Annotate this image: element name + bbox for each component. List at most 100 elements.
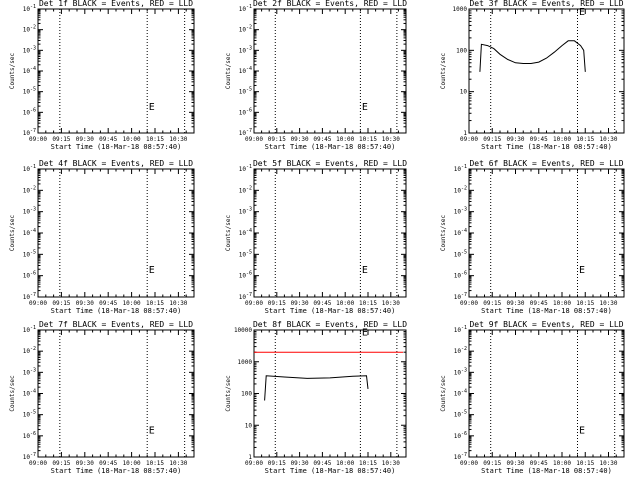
x-tick-label: 09:45 [530,300,548,307]
x-tick-label: 10:15 [576,300,594,307]
panel-det-2: Det 2f BLACK = Events, RED = LLD 10-7 10-6… [225,0,407,151]
y-axis-label: Counts/sec [440,53,447,90]
panel-title: Det 9f BLACK = Events, RED = LLD [469,320,623,329]
y-tick-label: 10-4 [23,228,36,237]
y-tick-label: 10-3 [23,367,36,376]
x-axis-label: Start Time (18-Mar-18 08:57:40) [481,467,612,475]
y-tick-label: 10-2 [239,185,252,194]
y-axis-label: Counts/sec [440,215,447,252]
y-tick-label: 10-4 [239,66,252,75]
x-tick-label: 09:00 [460,136,478,143]
x-tick-label: 10:15 [359,460,377,467]
x-tick-label: 10:15 [576,460,594,467]
x-tick-label: 09:15 [483,300,501,307]
y-tick-label: 10-5 [454,410,467,419]
y-tick-label: 10-5 [23,87,36,96]
y-tick-label: 10-2 [23,185,36,194]
event-marker-label: E [579,7,585,18]
x-tick-label: 09:45 [313,300,331,307]
x-axis-label: Start Time (18-Mar-18 08:57:40) [265,143,396,151]
y-tick-label: 10-5 [23,249,36,258]
plot-frame [37,8,195,134]
y-tick-label: 10-4 [23,389,36,398]
x-tick-label: 10:30 [382,136,400,143]
y-tick-label: 1000 [453,6,468,13]
y-tick-label: 10-1 [454,325,467,334]
y-tick-label: 10-2 [454,185,467,194]
x-tick-label: 09:15 [268,136,286,143]
x-tick-label: 09:30 [76,300,94,307]
y-tick-label: 10-7 [454,452,467,461]
y-tick-label: 10-2 [454,346,467,355]
y-axis-label: Counts/sec [440,375,447,412]
y-tick-label: 10-4 [239,228,252,237]
x-tick-label: 10:00 [123,136,141,143]
y-tick-label: 10-2 [23,346,36,355]
panel-title: Det 2f BLACK = Events, RED = LLD [253,0,407,8]
y-tick-label: 10-4 [23,66,36,75]
y-tick-label: 10-6 [454,271,467,280]
y-axis-label: Counts/sec [9,215,16,252]
event-marker-label: E [149,265,155,276]
panel-det-7: Det 7f BLACK = Events, RED = LLD 10-7 10-6… [9,320,195,475]
x-axis-label: Start Time (18-Mar-18 08:57:40) [481,307,612,315]
panel-title: Det 8f BLACK = Events, RED = LLD [253,320,407,329]
x-tick-label: 10:30 [599,136,617,143]
y-tick-label: 10-3 [454,207,467,216]
x-tick-label: 10:15 [359,136,377,143]
x-tick-label: 10:30 [382,300,400,307]
plot-frame [253,329,407,458]
x-tick-label: 09:30 [291,136,309,143]
y-tick-label: 10 [245,422,253,429]
x-axis-label: Start Time (18-Mar-18 08:57:40) [265,307,396,315]
y-tick-label: 10-7 [239,292,252,301]
y-axis-label: Counts/sec [225,375,232,412]
x-tick-label: 09:00 [460,300,478,307]
x-tick-label: 10:15 [146,460,164,467]
y-tick-label: 10-3 [454,367,467,376]
series-line [479,40,586,72]
x-tick-label: 10:30 [169,136,187,143]
series-line [264,375,369,401]
panel-det-8: Det 8f BLACK = Events, RED = LLD 1 10 100 10… [225,320,407,475]
y-tick-label: 10-5 [239,249,252,258]
y-tick-label: 10-2 [23,25,36,34]
plot-frame [468,168,625,298]
y-tick-label: 10-3 [239,45,252,54]
x-tick-label: 09:00 [245,136,263,143]
panel-title: Det 3f BLACK = Events, RED = LLD [469,0,623,8]
x-tick-label: 10:15 [359,300,377,307]
x-tick-label: 09:45 [99,136,117,143]
x-tick-label: 09:45 [530,136,548,143]
x-tick-label: 09:15 [268,460,286,467]
y-tick-label: 10-2 [239,25,252,34]
panel-det-9: Det 9f BLACK = Events, RED = LLD 10-7 10-6… [440,320,625,475]
x-tick-label: 09:30 [76,460,94,467]
panel-det-6: Det 6f BLACK = Events, RED = LLD 10-7 10-6… [440,159,625,315]
event-marker-label: E [579,425,585,436]
x-axis-label: Start Time (18-Mar-18 08:57:40) [51,143,182,151]
x-tick-label: 10:30 [169,300,187,307]
event-marker-label: E [362,327,368,338]
y-tick-label: 10-1 [454,164,467,173]
panel-det-1: Det 1f BLACK = Events, RED = LLD 10-7 10-6… [9,0,195,151]
x-tick-label: 09:45 [99,460,117,467]
y-tick-label: 10 [460,89,468,96]
x-tick-label: 10:00 [336,136,354,143]
x-tick-label: 09:00 [29,460,47,467]
event-marker-label: E [362,265,368,276]
panel-det-4: Det 4f BLACK = Events, RED = LLD 10-7 10-6… [9,159,195,315]
y-tick-label: 10-6 [23,431,36,440]
plot-frame [37,168,195,298]
x-tick-label: 09:30 [506,300,524,307]
y-tick-label: 10-3 [23,207,36,216]
y-tick-label: 10-4 [454,228,467,237]
y-tick-label: 10-7 [23,452,36,461]
event-marker-label: E [579,265,585,276]
y-tick-label: 10-7 [454,292,467,301]
y-axis-label: Counts/sec [225,53,232,90]
event-marker-label: E [362,102,368,113]
x-tick-label: 09:15 [483,136,501,143]
